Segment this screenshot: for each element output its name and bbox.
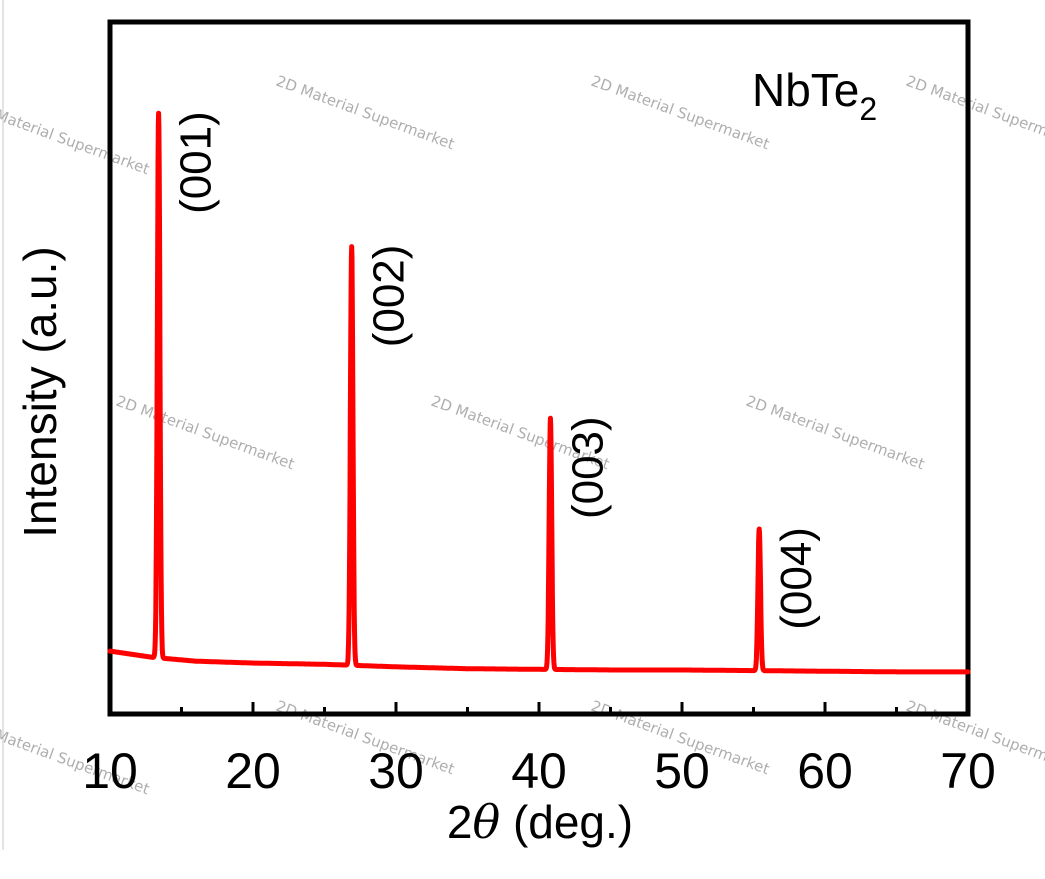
peak-label-1: (001) xyxy=(172,111,221,214)
sample-label-subscript: 2 xyxy=(859,91,877,127)
peak-labels: (001) (002) (003) (004) xyxy=(172,111,822,630)
watermark-text: 2D Material Supermarket xyxy=(274,72,457,153)
plot-frame xyxy=(107,19,971,717)
x-tick-label-60: 60 xyxy=(797,743,853,799)
x-axis-title-prefix: 2 xyxy=(447,796,473,848)
x-tick-label-30: 30 xyxy=(368,743,424,799)
watermark-text: 2D Material Supermarket xyxy=(0,97,152,178)
peak-label-2: (002) xyxy=(365,245,414,348)
sample-label: NbTe2 xyxy=(752,64,877,127)
x-axis-title-symbol: θ xyxy=(472,795,500,849)
x-axis-title: 2θ (deg.) xyxy=(447,795,633,849)
peak-label-4: (004) xyxy=(772,527,821,630)
x-tick-label-50: 50 xyxy=(654,743,710,799)
peak-label-3: (003) xyxy=(563,416,612,519)
watermark-text: 2D Material Supermarket xyxy=(274,697,457,778)
xrd-series-line xyxy=(107,110,971,675)
watermark-text: 2D Material Supermarket xyxy=(589,72,772,153)
watermark-text: 2D Material Supermarket xyxy=(744,392,927,473)
y-axis-title: Intensity (a.u.) xyxy=(14,246,66,537)
x-tick-label-20: 20 xyxy=(225,743,281,799)
x-axis-title-suffix: (deg.) xyxy=(500,796,633,848)
watermark-text: 2D Material Supermarket xyxy=(114,392,297,473)
x-tick-label-70: 70 xyxy=(940,743,996,799)
x-tick-label-10: 10 xyxy=(82,743,138,799)
watermark-text: 2D Material Supermarket xyxy=(904,72,1045,153)
sample-label-main: NbTe xyxy=(752,64,859,116)
x-axis-tick-labels: 10 20 30 40 50 60 70 xyxy=(82,743,996,799)
x-tick-label-40: 40 xyxy=(511,743,567,799)
x-axis-ticks xyxy=(180,702,898,714)
